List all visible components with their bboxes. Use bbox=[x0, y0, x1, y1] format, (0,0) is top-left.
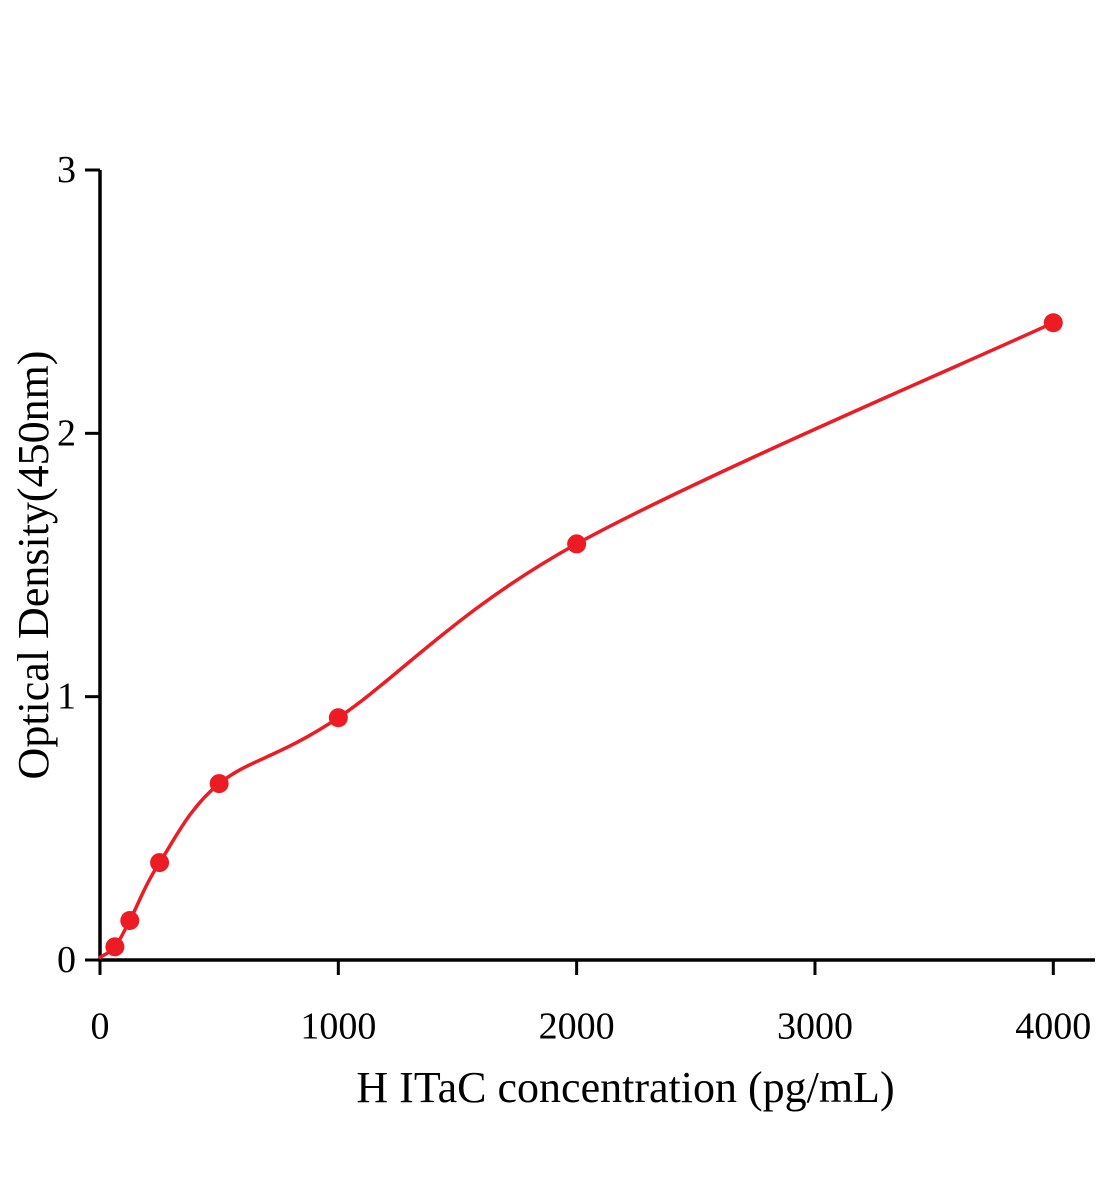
y-tick-label: 2 bbox=[57, 412, 76, 454]
y-tick-label: 0 bbox=[57, 939, 76, 981]
x-tick-label: 3000 bbox=[777, 1005, 853, 1047]
x-tick-label: 0 bbox=[91, 1005, 110, 1047]
data-point bbox=[120, 911, 140, 930]
x-tick-label: 4000 bbox=[1015, 1005, 1091, 1047]
y-tick-label: 3 bbox=[57, 149, 76, 191]
x-axis-title: H ITaC concentration (pg/mL) bbox=[356, 1063, 894, 1112]
data-point bbox=[150, 853, 170, 873]
y-axis-title: Optical Density(450nm) bbox=[9, 351, 58, 780]
data-point bbox=[105, 937, 125, 957]
data-point bbox=[328, 708, 348, 728]
x-tick-label: 1000 bbox=[300, 1005, 376, 1047]
x-tick-label: 2000 bbox=[539, 1005, 615, 1047]
y-tick-label: 1 bbox=[57, 676, 76, 718]
fit-curve bbox=[98, 320, 1056, 960]
data-point bbox=[209, 774, 229, 794]
data-point bbox=[1043, 313, 1063, 333]
data-point bbox=[567, 534, 587, 554]
